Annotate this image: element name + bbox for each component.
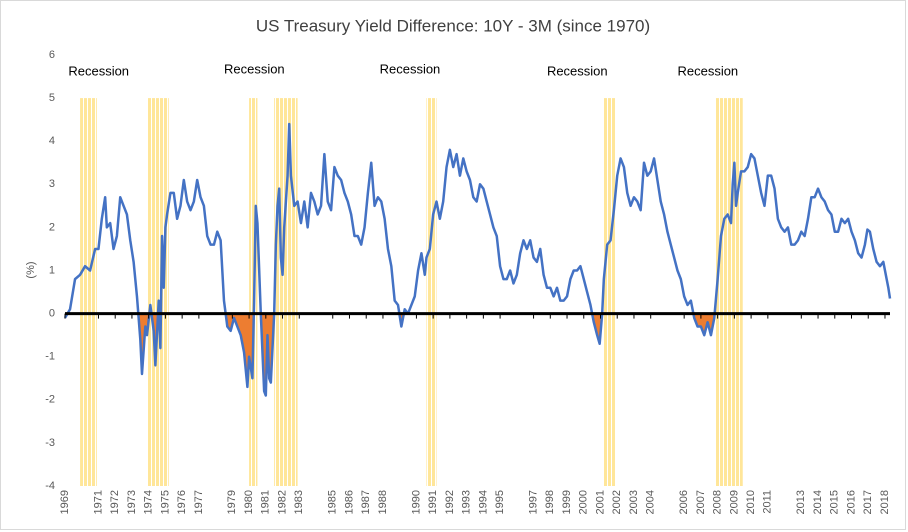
- y-tick-label: 1: [49, 264, 55, 276]
- x-tick-label: 1986: [343, 490, 355, 514]
- annotation: Recession: [380, 62, 441, 77]
- x-tick-label: 1975: [159, 490, 171, 514]
- x-tick-label: 1991: [427, 490, 439, 514]
- y-tick-label: 0: [49, 308, 55, 320]
- series-line: [63, 122, 892, 397]
- x-tick-label: 1982: [276, 490, 288, 514]
- y-axis-label: (%): [25, 261, 37, 278]
- recession-band: [146, 98, 169, 486]
- x-tick-label: 1988: [377, 490, 389, 514]
- x-tick-label: 2014: [812, 490, 824, 514]
- x-tick-label: 1995: [494, 490, 506, 514]
- x-tick-label: 1985: [327, 490, 339, 514]
- x-tick-label: 2007: [695, 490, 707, 514]
- annotation: Recession: [68, 64, 129, 79]
- x-tick-label: 2006: [678, 490, 690, 514]
- x-tick-label: 2011: [762, 490, 774, 514]
- recession-band: [715, 98, 743, 486]
- x-tick-label: 2001: [594, 490, 606, 514]
- annotation: Recession: [547, 64, 608, 79]
- x-tick-label: 2016: [845, 490, 857, 514]
- x-tick-label: 1972: [109, 490, 121, 514]
- y-tick-label: -2: [45, 394, 55, 406]
- x-tick-label: 1974: [143, 490, 155, 514]
- x-tick-label: 1987: [360, 490, 372, 514]
- x-tick-label: 1981: [260, 490, 272, 514]
- y-tick-label: 3: [49, 178, 55, 190]
- x-tick-label: 1994: [477, 490, 489, 514]
- x-tick-label: 2004: [645, 490, 657, 514]
- y-tick-label: 4: [49, 135, 55, 147]
- x-tick-label: 1992: [444, 490, 456, 514]
- x-tick-label: 1993: [461, 490, 473, 514]
- x-tick-label: 1990: [410, 490, 422, 514]
- x-tick-label: 2008: [712, 490, 724, 514]
- y-tick-label: -3: [45, 437, 55, 449]
- chart-title: US Treasury Yield Difference: 10Y - 3M (…: [256, 16, 650, 35]
- x-tick-label: 1971: [92, 490, 104, 514]
- recession-band: [274, 98, 298, 486]
- y-tick-label: -1: [45, 351, 55, 363]
- x-tick-label: 1983: [293, 490, 305, 514]
- x-tick-label: 1973: [126, 490, 138, 514]
- y-tick-label: 5: [49, 92, 55, 104]
- y-tick-label: -4: [45, 480, 55, 492]
- x-tick-label: 2000: [578, 490, 590, 514]
- x-tick-label: 2017: [862, 490, 874, 514]
- x-tick-label: 2018: [879, 490, 891, 514]
- recession-band: [80, 98, 97, 486]
- x-tick-label: 2003: [628, 490, 640, 514]
- annotation: Recession: [224, 62, 285, 77]
- x-tick-label: 2013: [795, 490, 807, 514]
- x-tick-label: 1976: [176, 490, 188, 514]
- x-tick-label: 1969: [59, 490, 71, 514]
- x-tick-label: 1980: [243, 490, 255, 514]
- x-tick-label: 2002: [611, 490, 623, 514]
- annotation: Recession: [677, 64, 738, 79]
- y-tick-label: 6: [49, 49, 55, 61]
- x-tick-label: 2015: [829, 490, 841, 514]
- y-tick-label: 2: [49, 221, 55, 233]
- x-tick-label: 1997: [527, 490, 539, 514]
- x-tick-label: 2010: [745, 490, 757, 514]
- x-tick-label: 1979: [226, 490, 238, 514]
- x-tick-label: 1998: [544, 490, 556, 514]
- x-tick-label: 2009: [728, 490, 740, 514]
- recession-band: [603, 98, 616, 486]
- recession-band: [426, 98, 437, 486]
- x-tick-label: 1977: [193, 490, 205, 514]
- x-tick-label: 1999: [561, 490, 573, 514]
